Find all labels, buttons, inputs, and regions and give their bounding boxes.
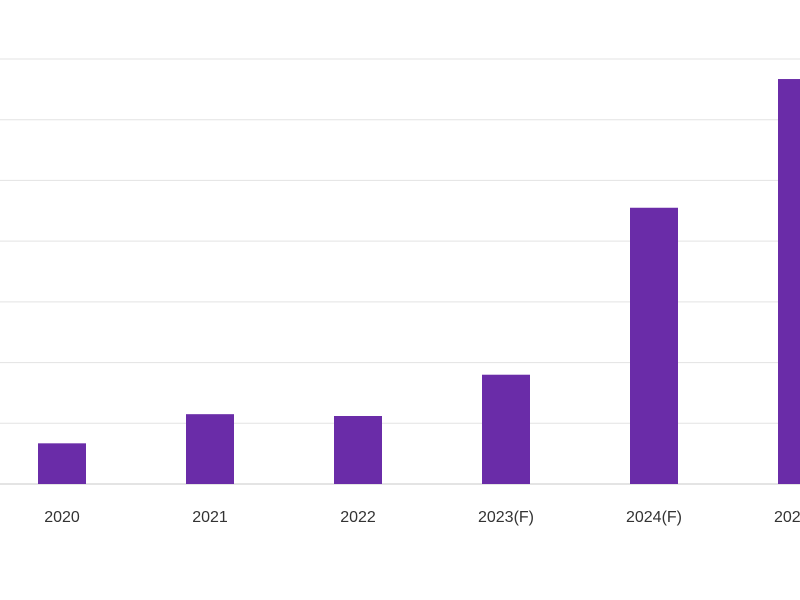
x-tick-label: 2020 (44, 509, 80, 526)
bar (482, 374, 530, 484)
bar (334, 416, 382, 484)
bar (38, 443, 86, 484)
bar (778, 79, 800, 485)
x-tick-label: 2025(F) (774, 509, 800, 526)
x-tick-label: 2023(F) (478, 509, 534, 526)
x-tick-label: 2021 (192, 509, 228, 526)
x-tick-label: 2024(F) (626, 509, 682, 526)
bar (186, 414, 234, 484)
bar (630, 207, 678, 484)
x-tick-label: 2022 (340, 509, 376, 526)
